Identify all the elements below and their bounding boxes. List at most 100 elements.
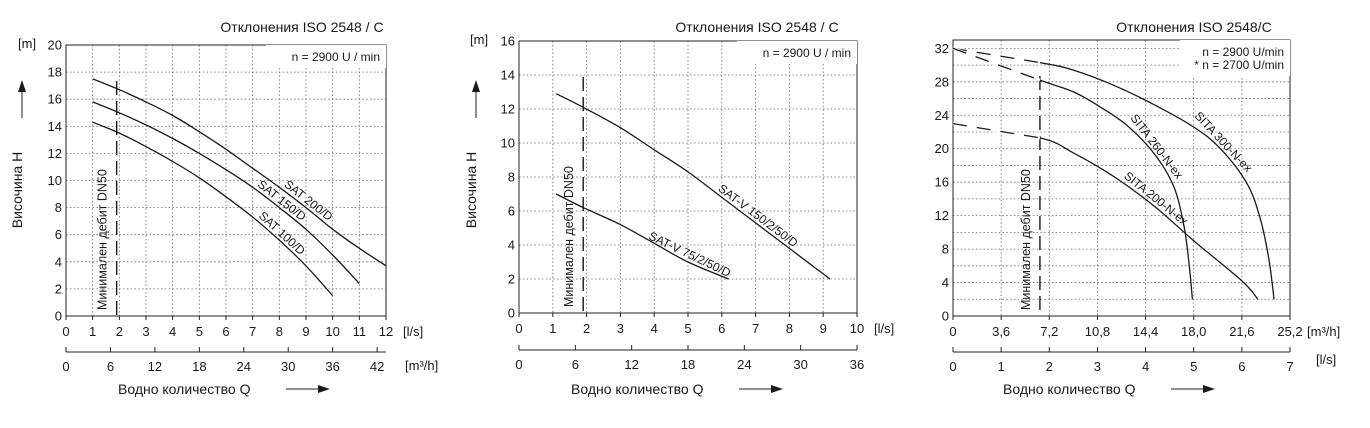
x-tick-label: 10 (850, 321, 864, 336)
info-line: * n = 2700 U/min (1194, 58, 1284, 72)
y-tick-label: 12 (501, 102, 515, 117)
y-tick-label: 18 (48, 65, 62, 80)
secondary-unit-label: [m³/h] (405, 358, 438, 373)
min-flow-label: Минимален дебит DN50 (1019, 169, 1033, 310)
y-tick-label: 10 (501, 136, 515, 151)
y-tick-label: 12 (48, 146, 62, 161)
secondary-tick-label: 24 (237, 359, 251, 374)
series-label: SAT-V 75/2/50/D (647, 229, 734, 280)
y-tick-label: 8 (508, 170, 515, 185)
y-tick-label: 4 (55, 254, 62, 269)
secondary-tick-label: 18 (192, 359, 206, 374)
series-label: SITA 260-N-ex (1128, 111, 1186, 181)
y-axis-title: Височина H (9, 152, 25, 228)
secondary-tick-label: 12 (148, 359, 162, 374)
x-tick-label: 5 (684, 321, 691, 336)
y-tick-label: 2 (55, 281, 62, 296)
x-axis-title: Водно количество Q (571, 381, 704, 397)
y-arrow-head (18, 80, 26, 92)
x-tick-label: 2 (583, 321, 590, 336)
series-line (92, 101, 360, 284)
y-tick-label: 6 (508, 204, 515, 219)
secondary-tick-label: 24 (737, 357, 751, 372)
x-tick-label: 9 (820, 321, 827, 336)
secondary-tick-label: 12 (624, 357, 638, 372)
series-line (92, 78, 387, 267)
y-tick-label: 8 (55, 200, 62, 215)
secondary-tick-label: 5 (1190, 359, 1197, 374)
y-tick-label: 8 (942, 242, 949, 257)
x-tick-label: 12 (379, 324, 393, 339)
x-tick-label: 10,8 (1085, 324, 1110, 339)
x-arrow-head (318, 385, 330, 393)
series-line (952, 47, 1194, 300)
secondary-tick-label: 1 (998, 359, 1005, 374)
x-tick-label: 21,6 (1229, 324, 1254, 339)
info-box (266, 45, 386, 68)
y-tick-label: 14 (501, 68, 515, 83)
x-tick-label: 3 (142, 324, 149, 339)
x-tick-label: 4 (169, 324, 176, 339)
x-tick-label: 3 (617, 321, 624, 336)
x-tick-label: 6 (222, 324, 229, 339)
series-extension-dashed (952, 47, 1041, 64)
series-label: SAT-V 150/2/50/D (716, 181, 801, 250)
x-tick-label: 18,0 (1181, 324, 1206, 339)
secondary-unit-label: [l/s] (1316, 352, 1336, 367)
y-tick-label: 32 (935, 41, 949, 56)
secondary-tick-label: 3 (1094, 359, 1101, 374)
x-tick-label: 10 (325, 324, 339, 339)
y-tick-label: 0 (942, 309, 949, 324)
y-tick-label: 20 (935, 141, 949, 156)
y-tick-label: 20 (48, 38, 62, 53)
x-tick-label: 11 (353, 324, 367, 339)
x-unit-label: [l/s] (874, 321, 894, 336)
x-tick-label: 14,4 (1133, 324, 1158, 339)
x-tick-label: 3,6 (992, 324, 1010, 339)
x-tick-label: 6 (718, 321, 725, 336)
secondary-tick-label: 30 (281, 359, 295, 374)
x-axis-title: Водно количество Q (1003, 381, 1136, 397)
y-tick-label: 12 (935, 208, 949, 223)
chart-title: Отклонения ISO 2548 / C (675, 19, 838, 35)
x-tick-label: 7 (752, 321, 759, 336)
x-tick-label: 1 (549, 321, 556, 336)
min-flow-label: Минимален дебит DN50 (96, 169, 110, 310)
secondary-tick-label: 36 (850, 357, 864, 372)
y-tick-label: 28 (935, 74, 949, 89)
y-unit-label: [m] (18, 36, 36, 51)
x-arrow-head (771, 385, 783, 393)
y-unit-label: [m] (470, 32, 488, 47)
secondary-tick-label: 2 (1046, 359, 1053, 374)
chart-title: Отклонения ISO 2548 / C (220, 19, 383, 35)
y-tick-label: 0 (55, 309, 62, 324)
x-tick-label: 9 (302, 324, 309, 339)
info-line: n = 2900 U / min (292, 50, 380, 64)
series-line (92, 121, 334, 297)
y-arrow-head (472, 80, 480, 92)
x-tick-label: 5 (196, 324, 203, 339)
series-line (952, 122, 1259, 300)
x-tick-label: 0 (62, 324, 69, 339)
secondary-tick-label: 36 (325, 359, 339, 374)
chart-title: Отклонения ISO 2548/C (1116, 19, 1271, 35)
series-line (555, 93, 831, 280)
info-box (1180, 40, 1290, 76)
secondary-tick-label: 0 (62, 359, 69, 374)
y-tick-label: 10 (48, 173, 62, 188)
series-line (555, 193, 729, 280)
series-extension-dashed (952, 122, 1041, 139)
secondary-tick-label: 4 (1142, 359, 1149, 374)
info-line: n = 2900 U/min (1202, 45, 1284, 59)
secondary-tick-label: 0 (949, 359, 956, 374)
x-tick-label: 2 (116, 324, 123, 339)
x-tick-label: 7,2 (1040, 324, 1058, 339)
secondary-tick-label: 42 (370, 359, 384, 374)
secondary-tick-label: 18 (681, 357, 695, 372)
secondary-tick-label: 6 (107, 359, 114, 374)
x-tick-label: 8 (786, 321, 793, 336)
y-tick-label: 16 (935, 175, 949, 190)
